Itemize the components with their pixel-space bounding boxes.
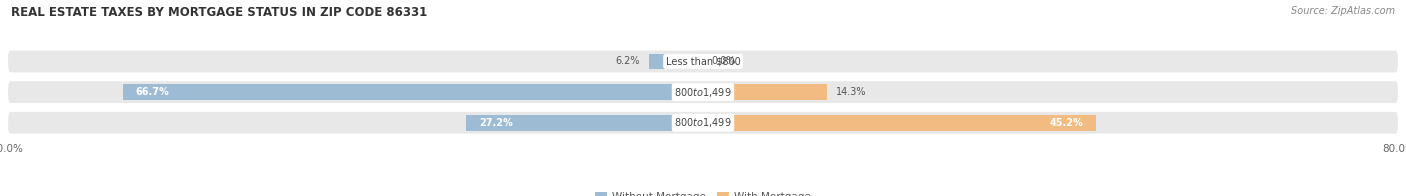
Text: REAL ESTATE TAXES BY MORTGAGE STATUS IN ZIP CODE 86331: REAL ESTATE TAXES BY MORTGAGE STATUS IN … xyxy=(11,6,427,19)
FancyBboxPatch shape xyxy=(7,80,1399,104)
Text: 27.2%: 27.2% xyxy=(479,118,513,128)
FancyBboxPatch shape xyxy=(7,111,1399,135)
Text: $800 to $1,499: $800 to $1,499 xyxy=(675,86,731,99)
Bar xyxy=(703,115,1097,131)
Text: $800 to $1,499: $800 to $1,499 xyxy=(675,116,731,129)
Text: 66.7%: 66.7% xyxy=(136,87,170,97)
Text: Less than $800: Less than $800 xyxy=(665,56,741,66)
Text: 45.2%: 45.2% xyxy=(1049,118,1083,128)
Legend: Without Mortgage, With Mortgage: Without Mortgage, With Mortgage xyxy=(591,188,815,196)
Text: 0.0%: 0.0% xyxy=(711,56,737,66)
Bar xyxy=(703,84,827,100)
Text: Source: ZipAtlas.com: Source: ZipAtlas.com xyxy=(1291,6,1395,16)
Bar xyxy=(122,84,703,100)
Text: 14.3%: 14.3% xyxy=(837,87,866,97)
Bar xyxy=(467,115,703,131)
Bar xyxy=(650,54,703,69)
Text: 6.2%: 6.2% xyxy=(616,56,640,66)
FancyBboxPatch shape xyxy=(7,50,1399,74)
